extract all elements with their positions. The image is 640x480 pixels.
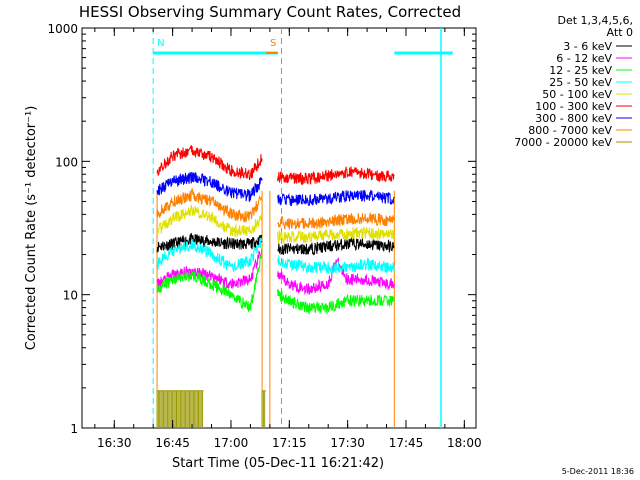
legend-label-8: 7000 - 20000 keV	[514, 136, 612, 149]
legend-label-6: 300 - 800 keV	[535, 112, 612, 125]
series-line-7-0	[156, 187, 263, 223]
series-line-5-1	[277, 166, 395, 186]
x-tick-label-2: 17:00	[214, 436, 249, 450]
legend-label-4: 50 - 100 keV	[542, 88, 612, 101]
x-tick-label-6: 18:00	[447, 436, 482, 450]
series-line-3-0	[156, 237, 263, 272]
series-line-6-1	[277, 189, 395, 207]
series-line-2-1	[277, 289, 395, 316]
series-line-0-0	[156, 232, 263, 253]
series-5	[156, 145, 395, 186]
series-line-0-1	[277, 236, 395, 256]
y-axis-label: Corrected Count Rate (s⁻¹ detector⁻¹)	[24, 106, 39, 351]
y-tick-label-3: 1000	[47, 22, 78, 36]
series-7	[156, 187, 395, 230]
marker-label-n: N	[157, 38, 164, 49]
legend-label-3: 25 - 50 keV	[549, 76, 612, 89]
series-0	[156, 232, 395, 256]
series-line-3-1	[277, 255, 395, 276]
y-tick-label-0: 1	[70, 422, 78, 436]
series-3	[156, 237, 395, 276]
legend-label-7: 800 - 7000 keV	[528, 124, 612, 137]
series-line-4-0	[156, 204, 263, 237]
series-line-6-0	[156, 171, 263, 202]
x-tick-label-3: 17:15	[272, 436, 307, 450]
x-axis-label: Start Time (05-Dec-11 16:21:42)	[172, 456, 384, 471]
legend-label-2: 12 - 25 keV	[549, 64, 612, 77]
series-line-2-0	[156, 248, 263, 312]
series-line-7-1	[277, 212, 395, 230]
series-line-5-0	[156, 145, 263, 181]
legend-label-0: 3 - 6 keV	[563, 40, 612, 53]
series-line-1-1	[277, 256, 395, 296]
series-2	[156, 248, 395, 316]
x-tick-label-4: 17:30	[330, 436, 365, 450]
x-tick-label-5: 17:45	[389, 436, 424, 450]
series-4	[156, 204, 395, 244]
axes: 16:30 16:45 17:00 17:15 17:30 17:45 18:00 1 10 10…	[47, 22, 481, 450]
legend-header-2: Att 0	[607, 26, 633, 39]
legend-label-5: 100 - 300 keV	[535, 100, 612, 113]
y-tick-label-2: 100	[55, 155, 78, 169]
legend-label-1: 6 - 12 keV	[556, 52, 612, 65]
marker-label-s: S	[270, 38, 276, 49]
series-line-4-1	[277, 226, 395, 244]
chart-title: HESSI Observing Summary Count Rates, Cor…	[79, 3, 461, 21]
timestamp: 5-Dec-2011 18:36	[562, 467, 634, 476]
x-tick-label-0: 16:30	[97, 436, 132, 450]
y-tick-label-1: 10	[63, 289, 78, 303]
x-tick-label-1: 16:45	[155, 436, 190, 450]
legend-header-1: Det 1,3,4,5,6,	[557, 14, 633, 27]
series-8-spikes	[156, 390, 266, 428]
series-6	[156, 171, 395, 207]
plot-frame	[81, 27, 477, 429]
